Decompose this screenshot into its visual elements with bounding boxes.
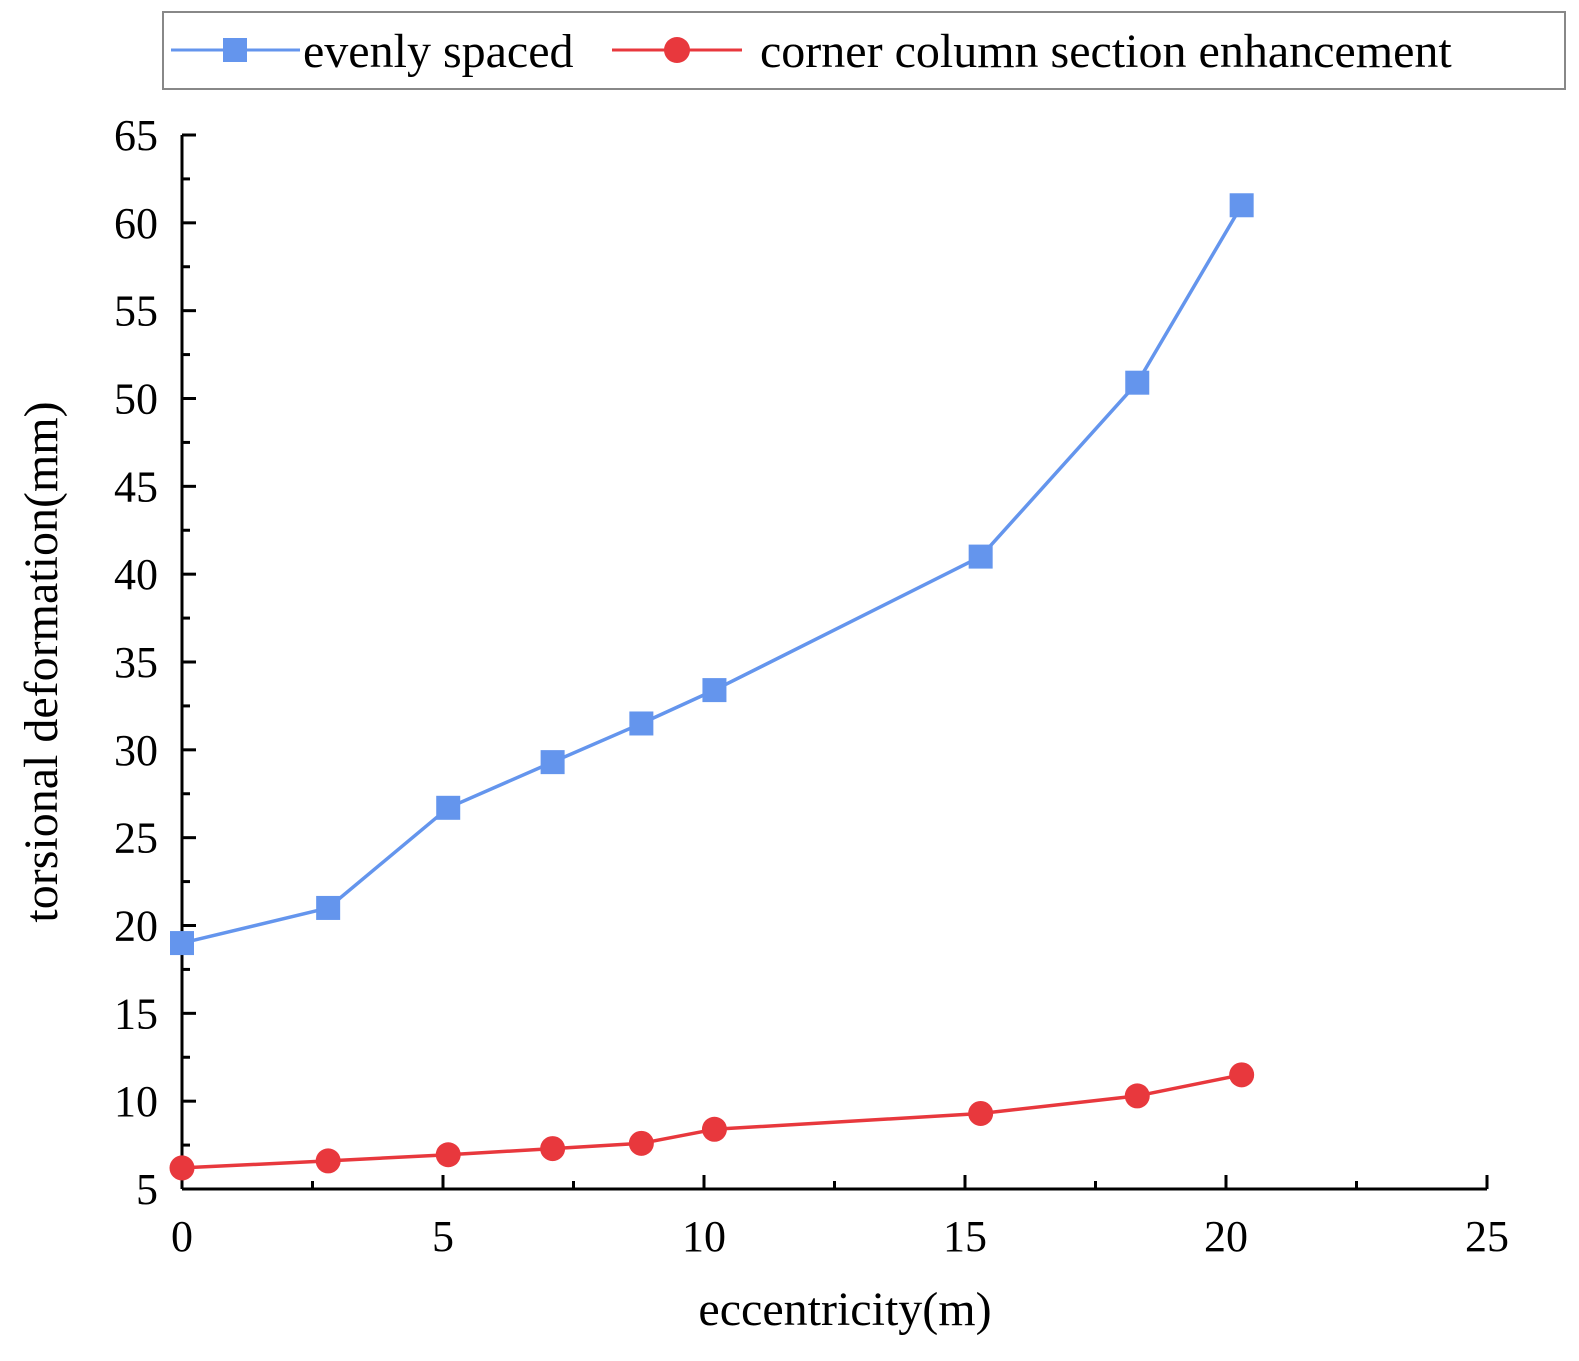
y-tick-label: 15 [114, 989, 158, 1038]
y-tick-label: 30 [114, 726, 158, 775]
x-tick-label: 15 [943, 1212, 987, 1261]
x-tick-label: 10 [682, 1212, 726, 1261]
x-tick-label: 5 [432, 1212, 454, 1261]
x-tick-label: 0 [171, 1212, 193, 1261]
x-tick-label: 25 [1465, 1212, 1509, 1261]
legend-box [162, 11, 1566, 90]
y-tick-label: 50 [114, 375, 158, 424]
y-tick-label: 5 [136, 1165, 158, 1214]
legend-item-corner-column: corner column section enhancement [612, 25, 1452, 78]
data-point-evenly-spaced [1125, 370, 1150, 395]
data-point-corner-column [1229, 1062, 1255, 1088]
legend-label-corner-column: corner column section enhancement [760, 25, 1452, 78]
data-point-corner-column [315, 1148, 341, 1174]
data-point-corner-column [968, 1100, 994, 1126]
y-tick-label: 25 [114, 814, 158, 863]
x-axis-title: eccentricity(m) [698, 1283, 991, 1336]
legend-item-evenly-spaced: evenly spaced [171, 25, 574, 78]
y-tick-label: 10 [114, 1077, 158, 1126]
y-tick-label: 45 [114, 462, 158, 511]
data-point-evenly-spaced [316, 895, 341, 920]
data-point-evenly-spaced [540, 750, 565, 775]
data-point-corner-column [701, 1116, 727, 1142]
data-point-corner-column [435, 1142, 461, 1168]
data-point-evenly-spaced [968, 544, 993, 569]
y-tick-label: 55 [114, 287, 158, 336]
data-point-evenly-spaced [436, 795, 461, 820]
x-ticks: 0 5 10 15 20 25 [171, 1175, 1509, 1261]
data-point-corner-column [169, 1155, 195, 1181]
y-tick-label: 65 [114, 111, 158, 160]
data-point-evenly-spaced [1229, 193, 1254, 218]
data-point-corner-column [540, 1136, 566, 1162]
legend-label-evenly-spaced: evenly spaced [303, 25, 574, 78]
x-tick-label: 20 [1204, 1212, 1248, 1261]
y-axis-title: torsional deformation(mm) [15, 401, 68, 922]
data-point-evenly-spaced [702, 678, 727, 703]
legend-marker-square [223, 38, 247, 62]
data-point-evenly-spaced [629, 711, 654, 736]
data-point-corner-column [1124, 1083, 1150, 1109]
legend-marker-circle [664, 37, 690, 63]
legend: evenly spaced corner column section enha… [162, 11, 1566, 90]
data-point-evenly-spaced [170, 931, 194, 956]
plot-area [169, 193, 1255, 1181]
y-tick-label: 35 [114, 638, 158, 687]
y-tick-label: 20 [114, 902, 158, 951]
y-tick-label: 60 [114, 199, 158, 248]
y-ticks: 5 10 15 20 25 30 35 40 45 50 55 60 65 [114, 111, 196, 1214]
data-point-corner-column [628, 1130, 654, 1156]
y-tick-label: 40 [114, 550, 158, 599]
